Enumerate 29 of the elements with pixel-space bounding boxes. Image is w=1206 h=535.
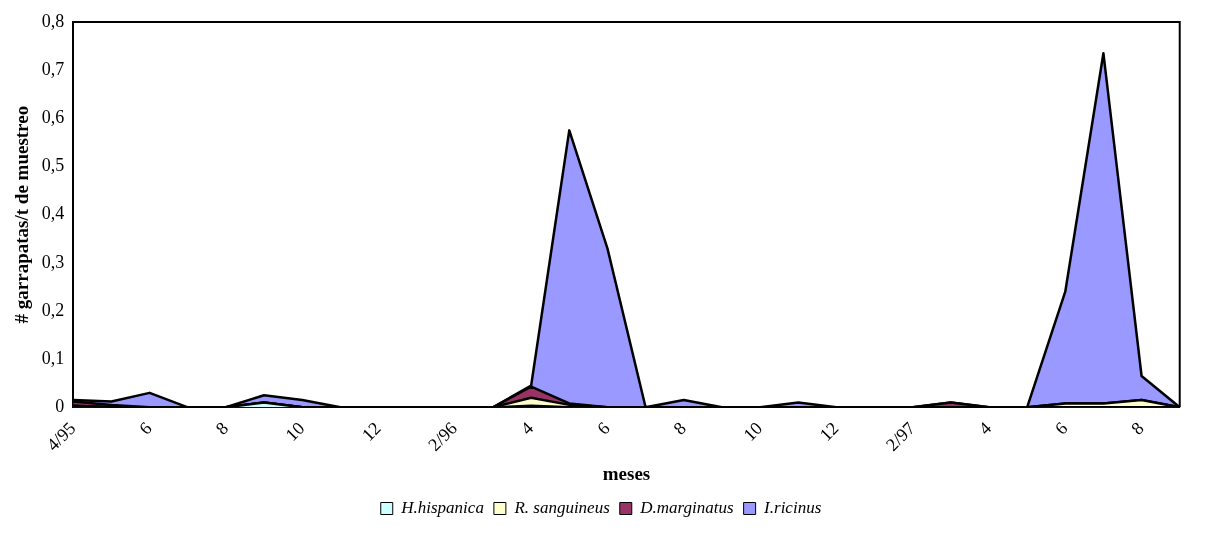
y-tick-label: 0,4 [41,203,65,224]
y-tick-label: 0 [55,396,65,417]
x-axis-title: meses [602,462,651,484]
x-tick-label: 4 [516,417,538,439]
y-tick-label: 0,5 [41,155,65,176]
y-tick-label: 0,7 [41,58,65,79]
legend-label: R. sanguineus [513,497,611,517]
x-tick-label: 2/96 [424,417,461,455]
x-tick-label: 4/95 [42,417,80,455]
x-tick-label: 6 [135,417,156,439]
x-tick-label: 8 [669,417,690,439]
y-tick-label: 0,2 [41,299,65,320]
x-tick-label: 12 [357,417,385,445]
y-tick-label: 0,8 [41,10,65,31]
y-axis-title: # garrapatas/t de muestreo [11,105,33,324]
y-tick-label: 0,3 [41,251,65,272]
x-tick-label: 6 [1050,417,1072,439]
y-tick-label: 0,1 [41,347,65,368]
x-tick-label: 10 [739,417,767,445]
x-tick-label: 4 [974,417,996,439]
x-tick-label: 12 [815,417,843,445]
legend-label: I.ricinus [763,497,822,517]
x-tick-label: 8 [1127,417,1148,439]
x-tick-label: 6 [593,417,614,439]
y-tick-label: 0,6 [41,107,65,128]
legend-label: D.marginatus [639,497,734,517]
legend-label: H.hispanica [400,497,484,517]
x-tick-label: 8 [211,417,233,439]
x-tick-label: 10 [281,417,309,445]
